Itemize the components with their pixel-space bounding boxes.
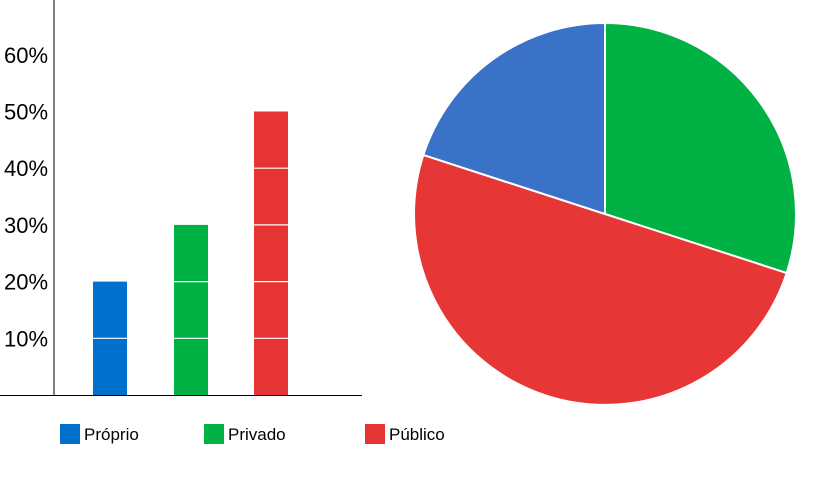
legend-label-proprio: Próprio [84, 425, 139, 444]
legend: Próprio Privado Público [60, 424, 445, 444]
y-tick-label: 60% [4, 43, 48, 68]
y-tick-label: 40% [4, 156, 48, 181]
bar-0 [93, 281, 127, 395]
pie-slice-0 [422, 21, 606, 216]
bar-1 [174, 224, 208, 395]
bars [93, 111, 288, 395]
bar-mark [254, 111, 288, 395]
pie-slice-1 [604, 21, 797, 275]
legend-label-publico: Público [389, 425, 445, 444]
legend-swatch-publico [365, 424, 385, 444]
y-tick-label: 20% [4, 270, 48, 295]
legend-label-privado: Privado [228, 425, 286, 444]
legend-swatch-privado [204, 424, 224, 444]
legend-item-privado: Privado [204, 424, 286, 444]
bar-chart: 10% 20% 30% 40% 50% 60% [0, 0, 362, 396]
bar-2 [254, 111, 288, 395]
y-tick-label: 50% [4, 100, 48, 125]
legend-item-proprio: Próprio [60, 424, 139, 444]
legend-item-publico: Público [365, 424, 445, 444]
pie-slice-2 [413, 153, 788, 406]
pie-chart [413, 21, 797, 406]
y-tick-label: 30% [4, 213, 48, 238]
bar-mark [174, 224, 208, 395]
legend-swatch-proprio [60, 424, 80, 444]
y-tick-label: 10% [4, 326, 48, 351]
y-tick-labels: 10% 20% 30% 40% 50% 60% [4, 43, 48, 351]
